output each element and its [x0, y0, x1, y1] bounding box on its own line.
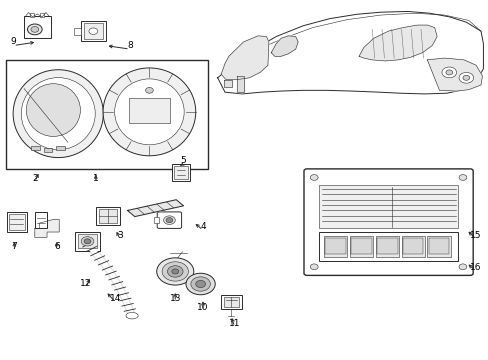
Bar [56, 146, 64, 150]
Bar [40, 13, 43, 17]
Ellipse shape [13, 70, 103, 158]
Bar [174, 166, 187, 179]
Polygon shape [271, 36, 298, 56]
Circle shape [310, 264, 318, 270]
Bar [428, 238, 448, 254]
Ellipse shape [115, 79, 184, 145]
Bar [172, 164, 189, 181]
Polygon shape [217, 12, 483, 94]
Polygon shape [358, 25, 436, 61]
Bar [81, 21, 105, 41]
Bar [84, 23, 102, 39]
Circle shape [462, 75, 469, 80]
Circle shape [441, 67, 456, 78]
Bar [75, 232, 100, 251]
Text: 11: 11 [228, 319, 240, 328]
Text: 14: 14 [109, 294, 121, 303]
Polygon shape [224, 80, 232, 87]
Circle shape [163, 216, 175, 225]
Circle shape [458, 175, 466, 180]
Circle shape [310, 175, 318, 180]
Bar [325, 238, 345, 254]
Circle shape [458, 72, 473, 83]
Polygon shape [221, 36, 268, 80]
Text: 1: 1 [93, 174, 99, 183]
Circle shape [458, 264, 466, 270]
Ellipse shape [103, 68, 195, 156]
Circle shape [167, 266, 183, 277]
Ellipse shape [21, 78, 95, 150]
Polygon shape [35, 220, 59, 237]
Bar [74, 28, 81, 35]
Circle shape [171, 269, 178, 274]
Text: 15: 15 [469, 231, 481, 240]
Circle shape [84, 239, 91, 244]
Polygon shape [127, 200, 183, 217]
Circle shape [157, 258, 193, 285]
Bar [223, 297, 239, 307]
Circle shape [190, 277, 210, 291]
Circle shape [195, 280, 205, 288]
Circle shape [27, 24, 42, 35]
Polygon shape [427, 58, 482, 91]
Bar [30, 13, 34, 17]
Circle shape [81, 237, 94, 246]
Bar [319, 232, 457, 261]
Text: 9: 9 [10, 37, 16, 46]
Ellipse shape [126, 312, 138, 319]
Bar [319, 185, 457, 228]
Circle shape [31, 27, 39, 32]
Bar [43, 148, 52, 152]
FancyBboxPatch shape [157, 212, 181, 228]
Bar [402, 238, 423, 254]
Bar [129, 98, 169, 123]
Bar [99, 209, 117, 223]
Text: 4: 4 [200, 222, 205, 231]
Text: 2: 2 [32, 174, 38, 183]
Bar [9, 214, 24, 230]
Bar [96, 207, 120, 225]
Bar [401, 235, 424, 257]
Bar [221, 295, 241, 309]
Bar [376, 238, 397, 254]
Bar [349, 235, 372, 257]
Bar [154, 217, 159, 223]
Circle shape [165, 218, 172, 223]
Bar [35, 212, 47, 228]
Text: 12: 12 [80, 279, 92, 288]
FancyBboxPatch shape [304, 169, 472, 275]
Circle shape [445, 70, 452, 75]
Text: 5: 5 [180, 156, 186, 165]
Text: 13: 13 [169, 294, 181, 303]
Circle shape [162, 262, 188, 281]
Text: 7: 7 [11, 242, 17, 251]
Circle shape [145, 87, 153, 93]
Circle shape [89, 28, 98, 35]
Circle shape [185, 273, 215, 295]
Text: 16: 16 [469, 264, 481, 273]
Text: 10: 10 [197, 303, 208, 312]
FancyBboxPatch shape [23, 16, 51, 38]
Text: 8: 8 [127, 41, 133, 50]
Ellipse shape [26, 84, 80, 136]
Text: 6: 6 [54, 242, 60, 251]
Text: 3: 3 [117, 231, 123, 240]
Bar [6, 212, 27, 232]
Bar [78, 234, 97, 248]
Bar [350, 238, 371, 254]
Bar [324, 235, 346, 257]
Bar [427, 235, 450, 257]
Bar [31, 146, 40, 150]
Bar [375, 235, 398, 257]
Polygon shape [237, 76, 244, 92]
Bar [5, 60, 207, 169]
